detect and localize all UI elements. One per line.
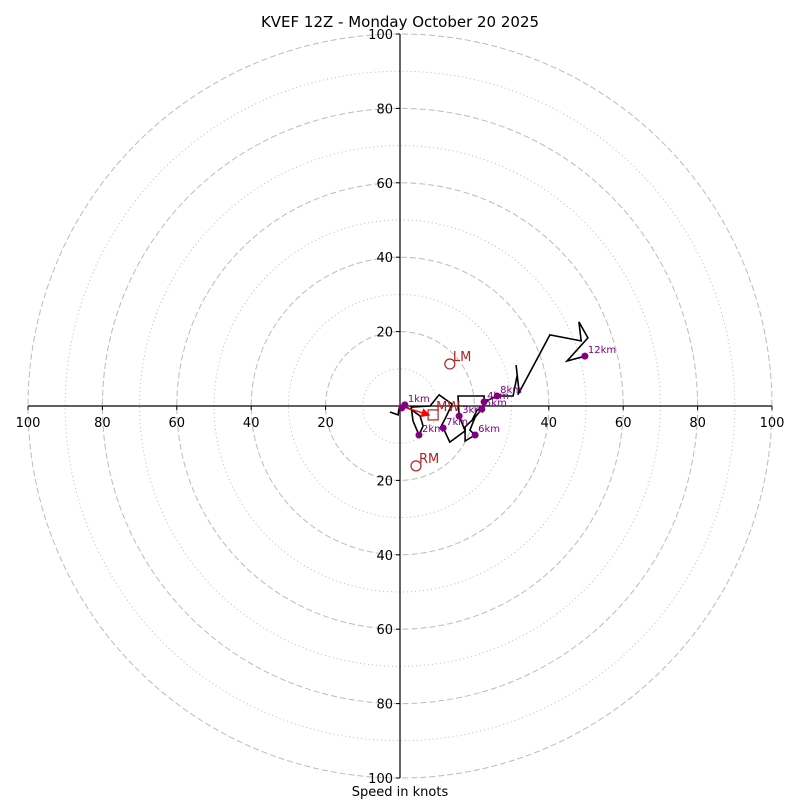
x-tick-label: 40	[243, 416, 260, 431]
y-tick-label: 20	[376, 474, 393, 489]
height-label-8km: 8km	[500, 385, 522, 396]
height-marker-2km	[415, 431, 423, 439]
x-tick-label: 60	[169, 416, 186, 431]
x-tick-label: 100	[16, 416, 41, 431]
height-label-6km: 6km	[478, 424, 500, 435]
x-tick-label: 100	[760, 416, 785, 431]
height-marker-7km	[439, 424, 447, 432]
height-label-1km: 1km	[408, 394, 430, 405]
height-label-7km: 7km	[446, 417, 468, 428]
height-marker-4km	[480, 398, 488, 406]
height-label-5km: 5km	[485, 398, 507, 409]
y-tick-label: 100	[368, 28, 393, 43]
height-marker-5km	[478, 405, 486, 413]
storm-motion: MW LM RM	[403, 350, 471, 472]
x-tick-label: 40	[541, 416, 558, 431]
y-tick-label: 40	[376, 251, 393, 266]
y-tick-label: 60	[376, 177, 393, 192]
shear-arrow	[403, 406, 431, 417]
height-marker-1km	[401, 401, 409, 409]
y-tick-label: 60	[376, 623, 393, 638]
right-mover-marker	[410, 460, 422, 472]
height-marker-3km	[455, 412, 463, 420]
height-marker-8km	[493, 392, 501, 400]
tick-labels: 100 80 60 40 20 40 60 80 100 100 80 60 40 20 20 40 60 80 1…	[16, 28, 785, 787]
x-tick-label: 80	[94, 416, 111, 431]
x-axis-label: Speed in knots	[352, 785, 449, 800]
y-tick-label: 40	[376, 549, 393, 564]
y-tick-label: 80	[376, 102, 393, 117]
height-label-3km: 3km	[462, 405, 484, 416]
x-tick-label: 80	[689, 416, 706, 431]
x-tick-label: 60	[615, 416, 632, 431]
height-marker-6km	[471, 431, 479, 439]
x-tick-label: 20	[317, 416, 334, 431]
height-label-12km: 12km	[588, 345, 616, 356]
height-markers: 1km2km3km4km5km6km7km8km12km	[398, 345, 616, 439]
y-tick-label: 80	[376, 698, 393, 713]
mean-wind-label: MW	[436, 400, 460, 415]
chart-title: KVEF 12Z - Monday October 20 2025	[261, 13, 539, 31]
mean-wind-marker	[427, 409, 439, 421]
y-tick-label: 100	[368, 772, 393, 787]
right-mover-label: RM	[419, 452, 439, 467]
height-marker-12km	[581, 352, 589, 360]
y-tick-label: 20	[376, 326, 393, 341]
left-mover-marker	[444, 358, 456, 370]
left-mover-label: LM	[453, 350, 471, 365]
height-label-2km: 2km	[422, 424, 444, 435]
